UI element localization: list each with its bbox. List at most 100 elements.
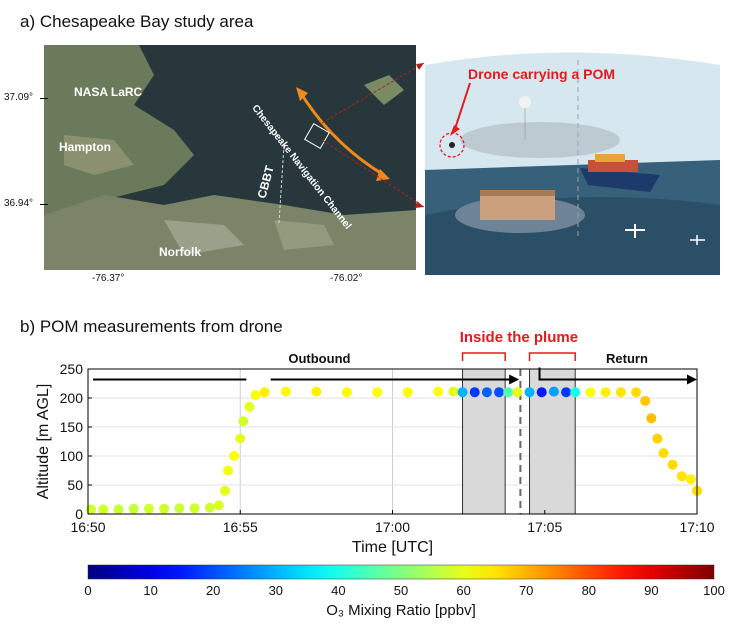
outbound-arrow-head <box>509 374 520 385</box>
data-point <box>536 387 547 398</box>
lon-tick-1: -76.37° <box>92 273 125 284</box>
data-point <box>685 474 696 485</box>
x-axis-label: Time [UTC] <box>352 539 433 556</box>
return-arrow-line <box>538 367 689 381</box>
data-point <box>235 433 246 444</box>
y-axis-label: Altitude [m AGL] <box>35 384 52 500</box>
data-point <box>128 503 139 514</box>
data-point <box>223 465 234 476</box>
x-tick-label: 17:00 <box>375 519 410 535</box>
colorbar-tick-label: 60 <box>456 583 470 598</box>
data-point <box>494 387 505 398</box>
x-tick-label: 16:50 <box>70 519 105 535</box>
data-point <box>189 503 200 514</box>
plume-label: Inside the plume <box>460 329 578 346</box>
drone-callout: Drone carrying a POM <box>468 66 616 82</box>
data-point <box>244 401 255 412</box>
colorbar-tick-label: 70 <box>519 583 533 598</box>
data-point <box>98 504 109 515</box>
data-point <box>524 387 535 398</box>
data-point <box>86 504 97 515</box>
map-scene-connectors <box>321 62 425 208</box>
data-point <box>600 387 611 398</box>
y-tick-label: 200 <box>60 390 84 406</box>
colorbar-label: O₃ Mixing Ratio [ppbv] <box>326 602 476 619</box>
colorbar-tick-label: 20 <box>206 583 220 598</box>
data-point <box>229 451 240 461</box>
satellite-map: NASA LaRC Hampton Norfolk CBBT Chesapeak… <box>44 45 416 270</box>
data-point <box>220 485 231 496</box>
y-tick-label: 100 <box>60 448 84 464</box>
colorbar-tick-label: 0 <box>84 583 91 598</box>
data-point <box>640 395 651 406</box>
data-point <box>174 503 185 514</box>
return-arrow-head <box>687 374 697 385</box>
y-tick-label: 250 <box>60 361 84 377</box>
data-point <box>512 387 523 398</box>
data-point <box>250 390 261 401</box>
plume-bracket-2 <box>528 352 576 361</box>
panel-a-title: a) Chesapeake Bay study area <box>20 12 254 31</box>
y-tick-label: 50 <box>67 477 83 493</box>
data-point <box>561 387 572 398</box>
drone-scene: Drone carrying a POM <box>420 40 725 285</box>
map-graphic <box>44 45 416 270</box>
y-tick-label: 0 <box>75 506 83 522</box>
colorbar-tick-label: 50 <box>394 583 408 598</box>
data-point <box>213 500 224 511</box>
return-label: Return <box>606 351 648 366</box>
data-point <box>631 387 642 398</box>
outbound-label: Outbound <box>288 351 350 366</box>
colorbar-tick-label: 10 <box>143 583 157 598</box>
colorbar-tick-label: 90 <box>644 583 658 598</box>
data-point <box>481 387 492 398</box>
data-point <box>570 387 581 398</box>
data-point <box>448 386 459 397</box>
data-point <box>457 387 468 398</box>
data-point <box>433 386 444 397</box>
data-point <box>280 386 291 397</box>
y-tick-label: 150 <box>60 419 84 435</box>
colorbar <box>87 564 715 580</box>
x-tick-label: 16:55 <box>223 519 258 535</box>
x-tick-label: 17:10 <box>679 519 714 535</box>
lat-tick-2: 36.94° <box>4 198 34 209</box>
colorbar-tick-label: 30 <box>269 583 283 598</box>
data-point <box>646 413 657 424</box>
map-label-norfolk: Norfolk <box>159 245 201 259</box>
map-label-nasa: NASA LaRC <box>74 85 143 99</box>
data-point <box>311 386 322 397</box>
panel-b-title: b) POM measurements from drone <box>20 317 283 336</box>
data-point <box>503 387 514 398</box>
map-label-hampton: Hampton <box>59 140 111 154</box>
data-point <box>159 503 170 514</box>
colorbar-tick-label: 100 <box>703 583 725 598</box>
data-point <box>204 502 215 513</box>
o3-altitude-chart: 16:50 16:55 17:00 17:05 17:10050100150200250… <box>35 329 725 619</box>
data-point <box>658 448 669 459</box>
data-point <box>667 459 678 470</box>
lat-tick-1: 37.09° <box>4 92 34 103</box>
data-point <box>676 471 687 482</box>
data-point <box>402 387 413 398</box>
colorbar-tick-label: 80 <box>582 583 596 598</box>
data-point <box>113 504 124 515</box>
data-point <box>143 503 154 514</box>
data-point <box>652 433 663 444</box>
data-point <box>341 387 352 398</box>
scene-graphic <box>425 52 720 275</box>
drone-callout-arrow <box>450 82 471 136</box>
colorbar-tick-label: 40 <box>331 583 345 598</box>
lat-tick-mark-1 <box>40 98 48 99</box>
data-point <box>238 416 249 427</box>
lat-tick-mark-2 <box>40 204 48 205</box>
x-tick-label: 17:05 <box>527 519 562 535</box>
lon-tick-2: -76.02° <box>330 273 363 284</box>
data-point <box>469 387 480 398</box>
data-point <box>615 387 626 398</box>
data-point <box>585 387 596 398</box>
data-point <box>372 387 383 398</box>
plume-bracket-1 <box>461 352 506 361</box>
data-point <box>548 386 559 397</box>
data-point <box>259 387 270 398</box>
